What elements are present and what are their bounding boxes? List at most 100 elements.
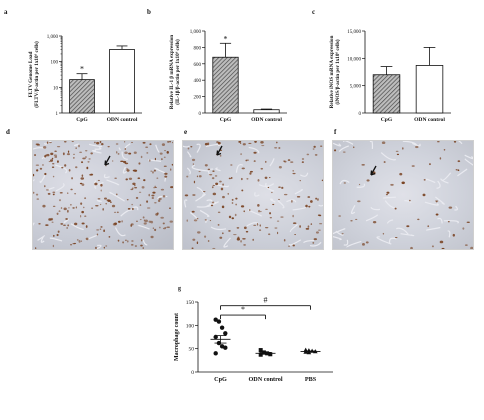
stained-cell (117, 152, 120, 155)
stained-cell (58, 210, 61, 212)
stained-cell (261, 145, 265, 147)
stained-cell (310, 200, 313, 203)
stained-cell (131, 187, 134, 189)
tissue-fiber (288, 239, 302, 246)
y-axis-label: Relative iNOS mRNA expression(iNOS/β-act… (329, 36, 341, 109)
stained-cell (46, 153, 50, 157)
stained-cell (121, 220, 123, 223)
stained-cell (68, 168, 71, 172)
stained-cell (68, 207, 70, 209)
stained-cell (124, 148, 126, 151)
stained-cell (65, 218, 68, 220)
tissue-fiber (189, 212, 198, 221)
stained-cell (126, 240, 129, 243)
tissue-fiber (455, 141, 463, 145)
x-tick-label: ODN control (248, 376, 282, 383)
stained-cell (256, 222, 259, 226)
stained-cell (455, 169, 458, 171)
tissue-fiber (91, 149, 102, 154)
stained-cell (33, 173, 35, 177)
stained-cell (242, 237, 246, 240)
stained-cell (441, 247, 445, 249)
stained-cell (228, 230, 231, 232)
stained-cell (51, 221, 54, 223)
stained-cell (81, 174, 84, 177)
y-axis-label: Macrophage count (174, 313, 180, 361)
stained-cell (81, 183, 85, 186)
tissue-fiber (155, 144, 160, 153)
stained-cell (81, 210, 84, 214)
tissue-fiber (63, 218, 69, 224)
panel-letter-f: f (334, 128, 337, 136)
tissue-fiber (376, 236, 392, 245)
x-tick-label: ODN control (414, 117, 445, 123)
tissue-fiber (384, 200, 396, 209)
stained-cell (75, 147, 77, 149)
stained-cell (220, 187, 224, 191)
stained-cell (216, 141, 219, 143)
tissue-fiber (464, 158, 473, 166)
stained-cell (333, 149, 337, 152)
chart-b: b 0 200 400 600 800 1,000 Relative IL-1 β mRNA … (147, 8, 287, 123)
stained-cell (292, 244, 295, 247)
stained-cell (135, 196, 139, 199)
stained-cell (299, 225, 301, 228)
tissue-fiber (121, 151, 128, 160)
stained-cell (67, 150, 70, 153)
stained-cell (123, 141, 126, 143)
y-tick-label: 600 (194, 63, 202, 68)
stained-cell (84, 150, 88, 152)
stained-cell (307, 225, 310, 228)
stained-cell (49, 159, 54, 162)
stained-cell (90, 152, 93, 155)
tissue-fiber (289, 223, 298, 233)
stained-cell (75, 206, 78, 209)
stained-cell (82, 157, 86, 160)
tissue-fiber (215, 167, 221, 172)
stained-cell (212, 192, 217, 196)
stained-cell (114, 177, 117, 179)
stained-cell (278, 166, 282, 169)
stained-cell (464, 244, 468, 247)
tissue-fiber (70, 223, 84, 231)
stained-cell (184, 194, 189, 197)
stained-cell (409, 199, 411, 202)
stained-cell (75, 166, 78, 169)
stained-cell (253, 224, 257, 226)
tissue-fiber (424, 201, 439, 206)
y-tick-label: 15,000 (347, 30, 361, 35)
stained-cell (128, 177, 133, 180)
stained-cell (85, 237, 89, 241)
stained-cell (447, 221, 450, 223)
stained-cell (202, 191, 206, 193)
stained-cell (99, 228, 102, 230)
stained-cell (33, 191, 35, 194)
tissue-fiber (199, 209, 210, 217)
stained-cell (141, 186, 145, 189)
stained-cell (122, 241, 124, 244)
tissue-fiber (210, 226, 227, 231)
stained-cell (358, 183, 361, 186)
stained-cell (466, 221, 470, 223)
stained-cell (245, 230, 249, 233)
stained-cell (153, 169, 156, 172)
stained-cell (269, 177, 271, 179)
stained-cell (338, 215, 342, 217)
tissue-fiber (383, 196, 396, 199)
stained-cell (191, 158, 196, 162)
stained-cell (124, 151, 128, 155)
stained-cell (67, 192, 69, 194)
data-point (223, 345, 228, 350)
stained-cell (315, 197, 317, 200)
y-tick-label: 800 (194, 46, 202, 51)
stained-cell (258, 229, 262, 231)
stained-cell (52, 193, 55, 196)
x-tick-label: CpG (76, 117, 88, 123)
stained-cell (268, 233, 271, 236)
stained-cell (126, 198, 129, 201)
tissue-fiber (106, 179, 120, 186)
stained-cell (283, 238, 286, 242)
stained-cell (151, 197, 155, 199)
stained-cell (152, 170, 154, 174)
